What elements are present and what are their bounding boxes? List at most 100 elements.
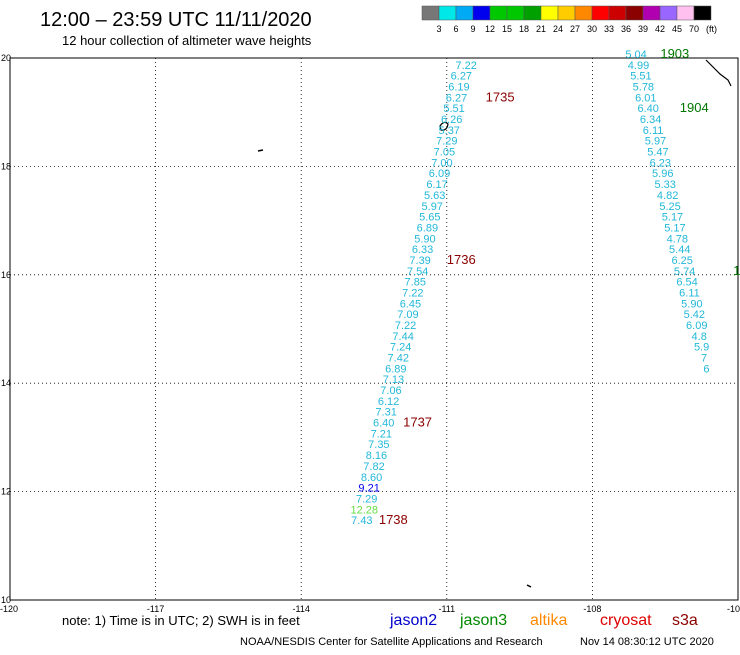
satellite-name: s3a <box>672 612 698 629</box>
x-tick-label: -10 <box>727 604 740 614</box>
wave-height-value: 6 <box>703 363 709 375</box>
wave-height-value: 7.22 <box>402 287 423 299</box>
wave-height-value: 7 <box>701 353 707 365</box>
wave-height-value: 5.90 <box>681 298 702 310</box>
colorbar-swatch <box>506 5 525 21</box>
wave-height-value: 7.22 <box>456 60 477 72</box>
wave-height-value: 6.40 <box>373 418 394 430</box>
colorbar-swatch <box>421 5 440 21</box>
colorbar-swatch <box>693 5 712 21</box>
colorbar-swatch <box>591 5 610 21</box>
colorbar-label: 33 <box>604 24 614 34</box>
colorbar-swatch <box>642 5 661 21</box>
wave-height-value: 6.11 <box>679 287 700 299</box>
colorbar-label: 12 <box>485 24 495 34</box>
wave-height-value: 5.25 <box>659 201 680 213</box>
wave-height-value: 5.33 <box>654 179 675 191</box>
wave-height-value: 4.99 <box>628 60 649 72</box>
island-shape <box>439 121 449 131</box>
y-tick-label: 14 <box>1 378 11 388</box>
lat-lon-grid <box>10 58 738 600</box>
wave-height-value: 5.90 <box>414 233 435 245</box>
pass-time-label: 1 <box>733 263 740 278</box>
wave-height-value: 6.26 <box>441 114 462 126</box>
wave-height-value: 6.54 <box>676 277 697 289</box>
island-shape <box>526 584 532 588</box>
wave-height-value: 8.60 <box>361 472 382 484</box>
colorbar-swatch <box>489 5 508 21</box>
y-tick-label: 18 <box>1 161 11 171</box>
colorbar-swatch <box>659 5 678 21</box>
footer: note: 1) Time is in UTC; 2) SWH is in fe… <box>62 612 714 648</box>
colorbar-label: 27 <box>570 24 580 34</box>
wave-height-value: 5.51 <box>443 103 464 115</box>
x-tick-label: -114 <box>293 604 310 614</box>
wave-height-value: 5.78 <box>633 82 654 94</box>
wave-height-value: 4.82 <box>657 190 678 202</box>
wave-height-value: 6.45 <box>400 298 421 310</box>
y-tick-label: 16 <box>1 270 11 280</box>
wave-height-value: 6.11 <box>643 125 664 137</box>
wave-height-value: 9.21 <box>358 483 379 495</box>
x-tick-label: -117 <box>147 604 164 614</box>
wave-height-value: 7.09 <box>397 309 418 321</box>
pass-time-labels: 1735 1736 1737 1738 1903 1904 1 <box>379 46 740 527</box>
colorbar-label: 6 <box>453 24 458 34</box>
wave-height-value: 6.25 <box>671 255 692 267</box>
colorbar-swatch <box>455 5 474 21</box>
wave-height-value: 6.09 <box>429 168 450 180</box>
wave-height-value: 7.29 <box>356 493 377 505</box>
wave-height-value: 5.37 <box>439 125 460 137</box>
wave-height-value: 5.17 <box>664 222 685 234</box>
wave-height-value: 12.28 <box>351 504 379 516</box>
pass-time-label: 1735 <box>486 89 515 104</box>
pass-time-label: 1904 <box>680 100 709 115</box>
wave-height-value: 5.65 <box>419 212 440 224</box>
wave-height-value: 7.21 <box>371 428 392 440</box>
wave-height-value: 6.19 <box>448 82 469 94</box>
wave-height-value: 7.54 <box>407 266 428 278</box>
wave-height-value: 7.13 <box>383 374 404 386</box>
colorbar-swatch <box>472 5 491 21</box>
plot-frame <box>9 57 739 601</box>
colorbar-swatch <box>574 5 593 21</box>
wave-height-value: 5.96 <box>652 168 673 180</box>
colorbar-swatch <box>540 5 559 21</box>
colorbar-swatch <box>608 5 627 21</box>
y-tick-label: 10 <box>1 595 11 605</box>
colorbar-label: 18 <box>519 24 529 34</box>
satellite-name: cryosat <box>600 612 652 629</box>
wave-height-value: 7.39 <box>409 255 430 267</box>
wave-height-value: 6.89 <box>385 363 406 375</box>
colorbar-label: 36 <box>621 24 631 34</box>
colorbar-label: 15 <box>502 24 512 34</box>
wave-height-value: 6.09 <box>686 320 707 332</box>
wave-height-value: 6.01 <box>635 92 656 104</box>
wave-height-value: 7.06 <box>380 385 401 397</box>
colorbar-label: 70 <box>689 24 699 34</box>
colorbar-label: 45 <box>672 24 682 34</box>
wave-height-value: 5.44 <box>669 244 690 256</box>
colorbar-swatch <box>523 5 542 21</box>
wave-height-value: 7.43 <box>351 515 372 527</box>
wave-height-value: 5.9 <box>694 342 709 354</box>
colorbar-swatch <box>625 5 644 21</box>
footer-note: note: 1) Time is in UTC; 2) SWH is in fe… <box>62 613 300 628</box>
colorbar-label: 3 <box>436 24 441 34</box>
wave-height-value: 6.40 <box>638 103 659 115</box>
wave-height-value: 6.27 <box>451 71 472 83</box>
wave-height-value: 6.17 <box>426 179 447 191</box>
colorbar-label: 24 <box>553 24 563 34</box>
colorbar-swatch <box>438 5 457 21</box>
wave-height-value: 6.34 <box>640 114 661 126</box>
wave-height-value: 7.82 <box>363 461 384 473</box>
x-tick-label: -108 <box>583 604 601 614</box>
wave-height-value: 7.05 <box>434 147 455 159</box>
wave-height-value: 6.12 <box>378 396 399 408</box>
footer-credit: NOAA/NESDIS Center for Satellite Applica… <box>240 636 543 648</box>
wave-height-value: 5.47 <box>647 147 668 159</box>
map-subtitle: 12 hour collection of altimeter wave hei… <box>62 33 312 48</box>
satellite-tracks: 7.226.276.196.275.516.265.377.297.057.00… <box>351 49 710 527</box>
